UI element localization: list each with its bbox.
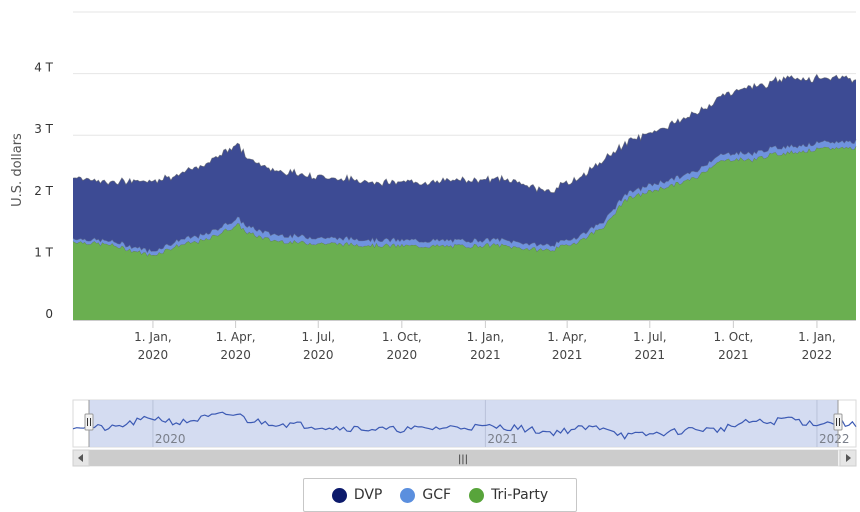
legend-item-gcf[interactable]: GCF xyxy=(400,487,451,503)
area-gcf xyxy=(73,139,856,256)
y-axis: 0 1 T 2 T 3 T 4 T xyxy=(34,61,53,321)
scrollbar-thumb xyxy=(89,450,838,466)
x-tick-label: 1. Jan, xyxy=(798,330,836,344)
navigator-year-label: 2022 xyxy=(819,432,850,446)
x-tick-year-label: 2021 xyxy=(635,348,666,362)
x-tick-label: 1. Oct, xyxy=(713,330,753,344)
legend-label-tri-party: Tri-Party xyxy=(491,487,549,503)
area-tri-party xyxy=(73,146,856,320)
x-tick-year-label: 2022 xyxy=(802,348,833,362)
dvp-marker-icon xyxy=(331,487,347,503)
legend-label-gcf: GCF xyxy=(422,487,452,503)
navigator-year-label: 2020 xyxy=(155,432,186,446)
stacked-areas[interactable] xyxy=(72,73,857,321)
x-tick-year-label: 2020 xyxy=(303,348,334,362)
navigator-right-handle[interactable] xyxy=(833,413,843,431)
tri-party-marker-icon xyxy=(469,487,485,503)
x-tick-label: 1. Jul, xyxy=(301,330,335,344)
x-tick-label: 1. Jan, xyxy=(467,330,505,344)
x-tick-year-label: 2020 xyxy=(220,348,251,362)
y-tick-label: 2 T xyxy=(34,184,53,198)
scroll-left-arrow-icon xyxy=(78,454,83,462)
handle-body xyxy=(833,413,843,431)
scroll-right-arrow-icon xyxy=(846,454,851,462)
y-axis-title: U.S. dollars xyxy=(10,133,25,207)
series-line-dvp xyxy=(72,73,857,194)
area-dvp xyxy=(73,74,856,253)
legend: DVP GCF Tri-Party xyxy=(303,478,577,512)
x-tick-year-label: 2020 xyxy=(387,348,418,362)
y-tick-label: 4 T xyxy=(34,61,53,75)
navigator-year-label: 2021 xyxy=(487,432,518,446)
navigator[interactable]: 2020 2021 2022 xyxy=(72,399,857,448)
x-tick-label: 1. Apr, xyxy=(547,330,587,344)
navigator-series-line xyxy=(72,411,857,440)
navigator-selection xyxy=(89,400,838,447)
x-tick-label: 1. Apr, xyxy=(216,330,256,344)
gcf-marker-icon xyxy=(400,487,416,503)
x-axis: 1. Jan, 2020 1. Apr, 2020 1. Jul, 2020 1. Oct,… xyxy=(73,320,856,362)
x-tick-year-label: 2021 xyxy=(470,348,501,362)
x-tick-year-label: 2020 xyxy=(138,348,169,362)
x-tick-label: 1. Oct, xyxy=(382,330,422,344)
legend-item-tri-party[interactable]: Tri-Party xyxy=(469,487,548,503)
y-tick-label: 0 xyxy=(45,307,53,321)
scrollbar[interactable]: ||| xyxy=(72,449,857,467)
handle-body xyxy=(84,413,94,431)
x-tick-label: 1. Jan, xyxy=(134,330,172,344)
y-tick-label: 1 T xyxy=(34,245,53,259)
legend-item-dvp[interactable]: DVP xyxy=(331,487,383,503)
scrollbar-grip-icon: ||| xyxy=(458,454,468,465)
x-tick-label: 1. Jul, xyxy=(633,330,667,344)
legend-label-dvp: DVP xyxy=(353,487,383,503)
navigator-left-handle[interactable] xyxy=(84,413,94,431)
x-tick-year-label: 2021 xyxy=(718,348,749,362)
y-tick-label: 3 T xyxy=(34,122,53,136)
x-tick-year-label: 2021 xyxy=(552,348,583,362)
